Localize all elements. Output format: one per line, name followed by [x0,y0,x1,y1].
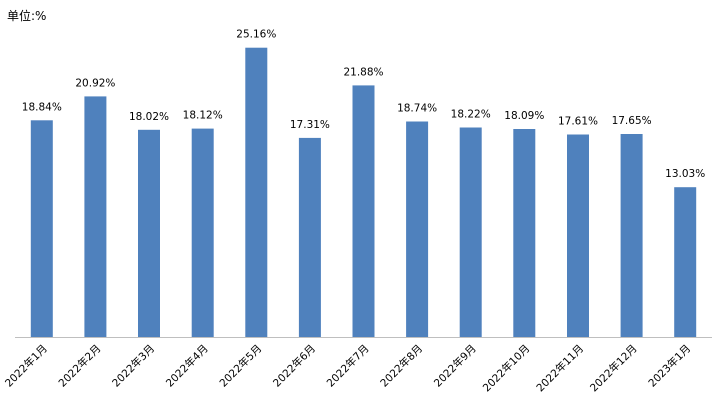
bar [191,128,214,337]
x-tick-label: 2022年12月 [587,342,639,394]
bars-group [30,47,697,338]
bar [298,137,321,337]
tick-labels-group: 2022年1月 2022年2月 2022年3月 2022年4月 2022年5月 2022年… [2,342,693,394]
bar [459,127,482,337]
data-label: 18.09% [504,110,544,122]
data-labels-group: 18.84% 20.92% 18.02% 18.12% 25.16% 17.31% 21.8… [22,29,705,180]
bar [406,121,429,337]
bar [245,47,268,337]
x-tick-label: 2023年1月 [646,342,694,390]
data-label: 20.92% [75,77,115,89]
data-label: 25.16% [236,29,276,41]
data-label: 18.84% [22,101,62,113]
data-label: 13.03% [665,168,705,180]
x-tick-label: 2022年3月 [109,342,157,390]
bar [352,85,375,338]
data-label: 17.65% [612,115,652,127]
x-tick-label: 2022年7月 [324,342,372,390]
bar [567,134,589,337]
data-label: 18.02% [129,111,169,123]
unit-label: 单位:% [7,9,47,23]
x-tick-label: 2022年5月 [217,342,265,390]
data-label: 18.74% [397,103,437,115]
bar [84,96,107,338]
bar [620,134,643,337]
x-tick-label: 2022年8月 [378,342,426,390]
x-tick-label: 2022年2月 [56,342,104,390]
x-tick-label: 2022年11月 [534,342,586,394]
data-label: 18.12% [183,110,223,122]
x-tick-label: 2022年1月 [2,342,50,390]
bar [30,120,53,337]
data-label: 18.22% [451,109,491,121]
x-tick-label: 2022年9月 [431,342,479,390]
data-label: 17.61% [558,116,598,128]
x-tick-label: 2022年10月 [480,342,532,394]
x-tick-label: 2022年6月 [270,342,318,390]
x-tick-label: 2022年4月 [163,342,211,390]
bar [138,129,160,337]
data-label: 21.88% [343,66,383,78]
data-label: 17.31% [290,119,330,131]
bar [674,187,697,337]
bar [513,129,536,337]
